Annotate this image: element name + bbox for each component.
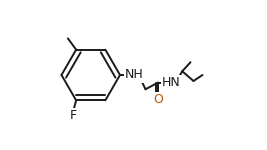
Text: O: O (153, 93, 163, 106)
Text: F: F (70, 109, 77, 122)
Text: HN: HN (162, 76, 180, 89)
Text: NH: NH (125, 69, 144, 81)
